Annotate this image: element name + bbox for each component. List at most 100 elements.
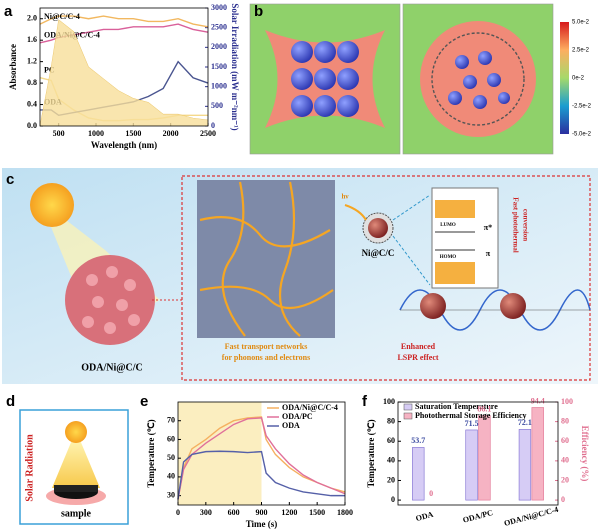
y-tick-label: 20 — [387, 475, 395, 484]
y-tick-label: 80 — [387, 416, 395, 425]
x-tick-label: ODA — [415, 510, 435, 523]
data-label: 94.4 — [531, 396, 545, 405]
annotation: ODA/Ni@C/C — [81, 362, 143, 373]
y-tick-label: 500 — [211, 101, 223, 110]
annotation: Enhanced — [401, 342, 436, 351]
panel-b — [249, 3, 569, 155]
annotation: LUMO — [440, 223, 456, 228]
zoom-line — [392, 194, 431, 221]
network-image — [197, 180, 335, 338]
legend-swatch — [403, 412, 413, 420]
bar — [478, 415, 491, 501]
y-tick-label: 40 — [167, 472, 175, 481]
bar — [518, 429, 532, 501]
legend-label: ODA/Ni@C/C-4 — [282, 403, 338, 412]
legend-label: ODA/PC — [282, 412, 313, 421]
x-tick-label: 600 — [228, 508, 240, 517]
y-tick-label: 60 — [167, 434, 175, 443]
y-tick-label: 40 — [561, 456, 569, 465]
data-label: 86.1 — [477, 404, 491, 413]
light-beam — [52, 440, 100, 488]
bar — [531, 407, 544, 501]
colorbar — [560, 22, 569, 134]
plot-frame — [397, 401, 559, 506]
chart: 500 1000 1500 2000 2500 0.0 0.4 0.8 1.2 1.6 2.0 0 50… — [8, 3, 240, 150]
y-tick-label: 3000 — [211, 3, 227, 12]
y-tick-label: 0 — [561, 495, 565, 504]
x-tick-label: 1800 — [337, 508, 353, 517]
x-tick-label: 1500 — [309, 508, 325, 517]
atoms — [291, 41, 510, 117]
panel-label: a — [4, 3, 13, 20]
legend-label: ODA — [282, 421, 300, 430]
x-tick-label: 1500 — [125, 129, 141, 138]
annotation: LSPR effect — [397, 353, 438, 362]
sun — [30, 183, 74, 227]
sphere-texture — [82, 266, 140, 334]
panel-d — [19, 409, 129, 525]
y-axis-label: Temperature (℃) — [366, 419, 376, 487]
y-tick-label: 60 — [561, 436, 569, 445]
annotation: Fast photothermal — [511, 197, 519, 252]
annotation: Solar Radiation — [24, 434, 35, 502]
y-tick-label: 1500 — [211, 62, 227, 71]
y-tick-label: 1.6 — [27, 35, 37, 44]
y-tick-label: 0 — [391, 495, 395, 504]
area-fill — [40, 19, 208, 126]
x-tick-label: 1000 — [88, 129, 104, 138]
energy-bands — [435, 200, 475, 284]
series-label: PC — [44, 66, 55, 75]
panel-label: d — [6, 393, 15, 410]
colorbar-label: 5.0e-2 — [572, 20, 590, 26]
x-tick-label: 300 — [200, 508, 212, 517]
metal-particle — [420, 293, 446, 319]
photon-arrow — [344, 204, 367, 221]
x-tick-label: 1200 — [281, 508, 297, 517]
y-tick-label: 100 — [383, 397, 395, 406]
field-hot — [420, 21, 536, 137]
colorbar-label: -2.5e-2 — [572, 104, 592, 110]
y-tick-label: 20 — [561, 475, 569, 484]
nanoparticle-core — [368, 218, 388, 238]
y-axis-label: Temperature (℃) — [146, 419, 156, 487]
annotation: sample — [61, 508, 92, 519]
annotation: hν — [341, 193, 349, 201]
x-tick-label: 2000 — [163, 129, 179, 138]
annotation: HOMO — [440, 255, 456, 260]
line — [177, 450, 345, 500]
annotation: Ni@C/C — [362, 248, 395, 258]
x-tick-label: ODA/Ni@C/C-4 — [503, 505, 559, 528]
annotation: Fast transport networks — [225, 342, 308, 351]
data-label: 0 — [429, 489, 433, 498]
y-tick-label: 40 — [387, 456, 395, 465]
legend-label: Photothermal Storage Efficiency — [415, 411, 527, 420]
colorbar-label: 0e-2 — [572, 76, 585, 82]
plot-frame — [39, 7, 209, 127]
y-tick-label: 2500 — [211, 22, 227, 31]
x-tick-label: 0 — [176, 508, 180, 517]
y-tick-label: 0.8 — [27, 78, 37, 87]
data-label: 71.5 — [465, 419, 479, 428]
annotation: conversion — [521, 209, 529, 241]
x-tick-label: ODA/PC — [462, 508, 494, 525]
chart: 0 20 40 60 80 100 0 20 40 60 80 100 Temperature (℃) E… — [366, 396, 590, 528]
legend-label: Saturation Temperature — [415, 402, 498, 411]
panel-label: f — [362, 393, 368, 410]
annotation: for phonons and electrons — [222, 353, 310, 362]
y-tick-label: 2.0 — [27, 14, 37, 23]
bar — [465, 429, 478, 501]
chart: 0 300 600 900 1200 1500 1800 30 40 50 60 70 Time (s)… — [146, 401, 353, 529]
panel-label: e — [140, 393, 148, 410]
x-axis-label: Time (s) — [246, 519, 278, 529]
energy-levels — [435, 231, 475, 251]
x-axis-label: Wavelength (nm) — [91, 140, 157, 150]
cage — [431, 32, 525, 126]
y-tick-label: 30 — [167, 490, 175, 499]
legend-swatch — [403, 403, 413, 411]
bar — [412, 447, 425, 501]
zoom-box — [181, 175, 591, 381]
sun — [65, 421, 87, 443]
colorbar-label: -5.0e-2 — [572, 132, 592, 138]
x-tick-label: 500 — [53, 129, 65, 138]
